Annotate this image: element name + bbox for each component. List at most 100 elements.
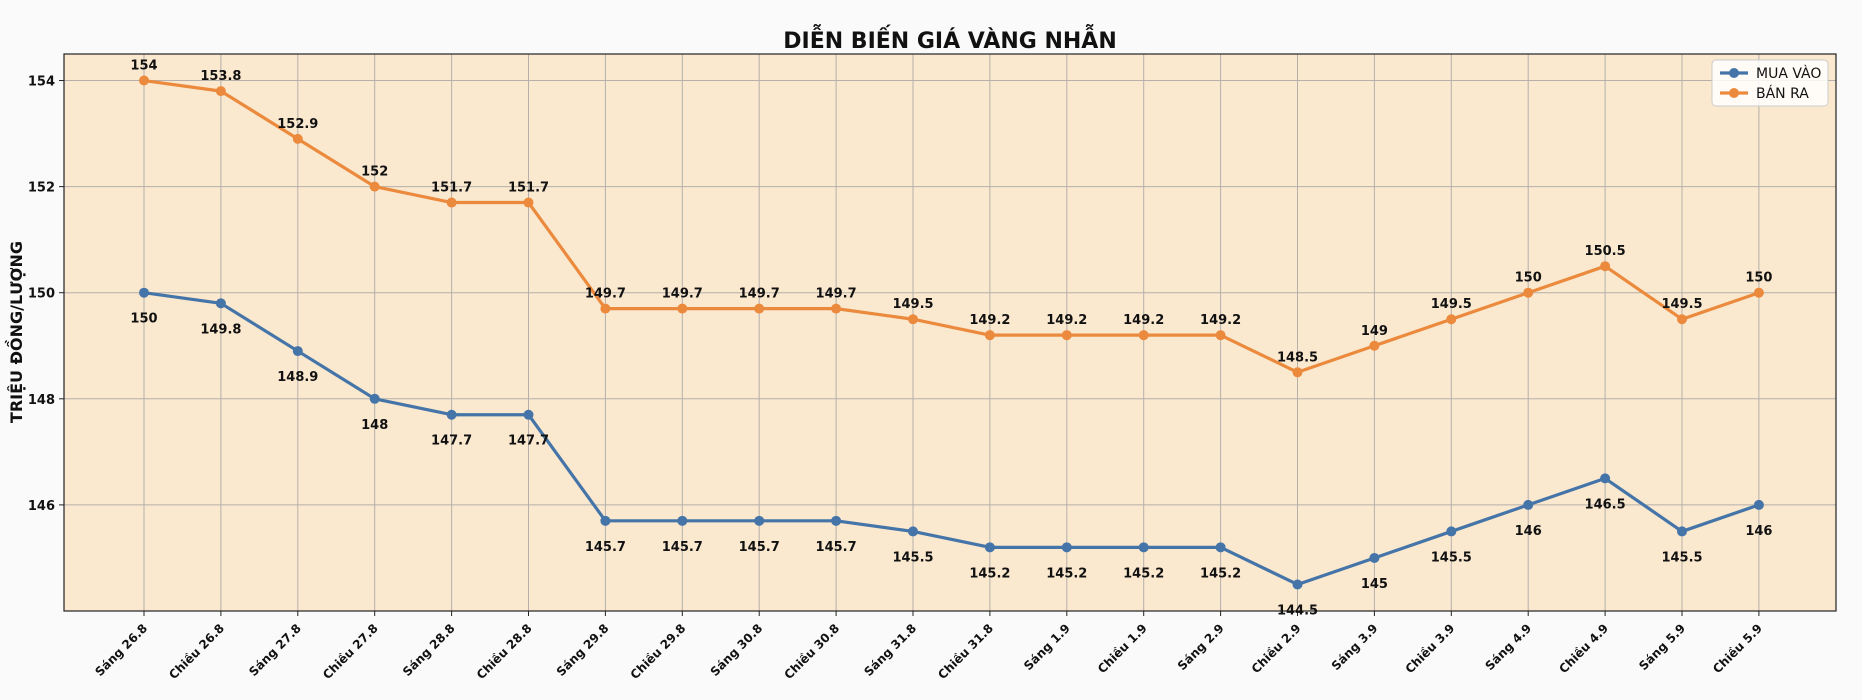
data-label: 148.9 <box>277 370 318 385</box>
data-label: 145.2 <box>1046 566 1087 581</box>
data-point <box>984 330 995 341</box>
data-point <box>215 298 226 309</box>
data-point <box>1061 330 1072 341</box>
data-point <box>754 303 765 314</box>
legend-label: BÁN RA <box>1756 85 1809 102</box>
y-axis-label: TRIỆU ĐỒNG/LƯỢNG <box>4 241 26 423</box>
data-point <box>1292 579 1303 590</box>
data-label: 150.5 <box>1585 244 1626 259</box>
plot-frame <box>63 53 1837 612</box>
data-point <box>1600 261 1611 272</box>
data-label: 150 <box>130 312 157 327</box>
y-tick-label: 150 <box>28 287 55 302</box>
data-point <box>1523 499 1534 510</box>
data-label: 154 <box>130 59 157 74</box>
data-label: 149.5 <box>1431 297 1472 312</box>
data-label: 148 <box>361 418 388 433</box>
data-point <box>831 515 842 526</box>
data-label: 145.7 <box>739 540 780 555</box>
data-point <box>523 409 534 420</box>
data-label: 145.5 <box>1661 550 1702 565</box>
data-point <box>1215 542 1226 553</box>
data-label: 149 <box>1361 324 1388 339</box>
legend-swatch-marker <box>1729 88 1739 98</box>
data-label: 149.7 <box>662 287 703 302</box>
data-point <box>677 515 688 526</box>
chart-title: DIỄN BIẾN GIÁ VÀNG NHẪN <box>783 25 1116 54</box>
legend: MUA VÀO BÁN RA <box>1711 59 1829 107</box>
data-point <box>831 303 842 314</box>
data-label: 152.9 <box>277 117 318 132</box>
data-label: 146 <box>1515 524 1542 539</box>
data-point <box>292 133 303 144</box>
data-label: 149.5 <box>1661 297 1702 312</box>
data-label: 150 <box>1745 271 1772 286</box>
series-line <box>143 78 1760 374</box>
data-point <box>754 515 765 526</box>
data-label: 149.7 <box>585 287 626 302</box>
data-label: 147.7 <box>508 434 549 449</box>
data-point <box>1677 526 1687 537</box>
data-point <box>215 86 226 97</box>
data-label: 151.7 <box>508 181 549 196</box>
data-label: 145.7 <box>816 540 857 555</box>
data-point <box>1292 367 1303 378</box>
data-point <box>1523 287 1534 298</box>
data-point <box>984 542 995 553</box>
data-label: 145.7 <box>585 540 626 555</box>
data-point <box>139 75 149 86</box>
data-label: 145.2 <box>969 566 1010 581</box>
data-label: 153.8 <box>200 69 241 84</box>
data-label: 145.2 <box>1200 566 1241 581</box>
data-label: 149.7 <box>816 287 857 302</box>
data-point <box>369 393 380 404</box>
data-point <box>139 287 149 298</box>
data-label: 145.5 <box>892 550 933 565</box>
data-point <box>1600 473 1611 484</box>
data-point <box>1753 287 1764 298</box>
data-point <box>600 303 611 314</box>
data-label: 145.5 <box>1431 550 1472 565</box>
legend-swatch-marker <box>1729 68 1739 78</box>
series-line <box>143 291 1760 587</box>
data-point <box>369 181 380 192</box>
data-point <box>1215 330 1226 341</box>
data-label: 145.2 <box>1123 566 1164 581</box>
data-label: 152 <box>361 165 388 180</box>
data-point <box>1369 552 1380 563</box>
data-point <box>1753 499 1764 510</box>
data-point <box>1138 330 1149 341</box>
data-point <box>677 303 688 314</box>
data-label: 146 <box>1745 524 1772 539</box>
y-tick-label: 148 <box>28 393 55 408</box>
data-label: 149.2 <box>1046 313 1087 328</box>
legend-label: MUA VÀO <box>1756 65 1821 82</box>
data-label: 149.8 <box>200 322 241 337</box>
data-label: 149.2 <box>1123 313 1164 328</box>
data-point <box>1138 542 1149 553</box>
plot-background <box>64 54 1836 611</box>
data-point <box>446 409 457 420</box>
data-point <box>1446 314 1457 325</box>
data-point <box>1677 314 1687 325</box>
data-point <box>908 314 918 325</box>
data-label: 149.2 <box>1200 313 1241 328</box>
data-label: 150 <box>1515 271 1542 286</box>
data-label: 146.5 <box>1585 497 1626 512</box>
data-label: 145 <box>1361 577 1388 592</box>
data-label: 149.5 <box>892 297 933 312</box>
data-label: 148.5 <box>1277 350 1318 365</box>
data-point <box>1369 340 1380 351</box>
data-label: 151.7 <box>431 181 472 196</box>
data-point <box>292 346 303 357</box>
data-point <box>446 197 457 208</box>
data-point <box>523 197 534 208</box>
y-tick-label: 146 <box>28 499 55 514</box>
data-point <box>600 515 611 526</box>
data-label: 144.5 <box>1277 603 1318 618</box>
data-label: 149.7 <box>739 287 780 302</box>
data-point <box>908 526 918 537</box>
y-tick-label: 152 <box>28 181 55 196</box>
